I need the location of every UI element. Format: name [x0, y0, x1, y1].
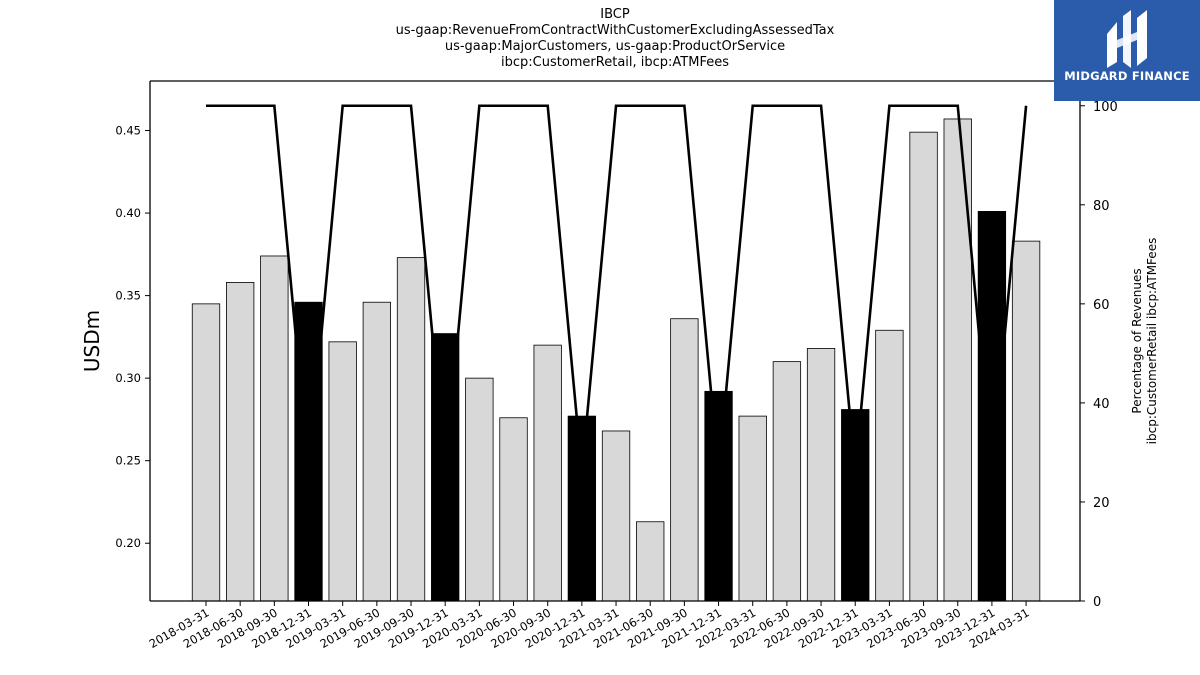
- bar: [567, 415, 597, 602]
- midgard-logo-icon: [1107, 10, 1147, 68]
- chart-title-line-2: us-gaap:RevenueFromContractWithCustomerE…: [395, 23, 835, 38]
- bar: [191, 303, 221, 602]
- y-tick-label: 0.25: [115, 454, 141, 468]
- y2-axis-label-line-1: Percentage of Revenues: [1130, 268, 1144, 413]
- y2-tick-label: 40: [1093, 397, 1110, 412]
- bar: [806, 348, 836, 602]
- bar: [1011, 240, 1041, 602]
- y2-tick-label: 0: [1093, 595, 1101, 610]
- y-tick-label: 0.30: [115, 371, 141, 385]
- bar: [875, 329, 904, 602]
- chart-title-line-3: us-gaap:MajorCustomers, us-gaap:ProductO…: [444, 39, 786, 54]
- bar: [977, 211, 1007, 602]
- bar: [362, 301, 392, 602]
- y-tick-label: 0.20: [115, 536, 141, 550]
- chart-title-line-1: IBCP: [600, 7, 630, 22]
- bar: [670, 318, 699, 602]
- bar: [943, 118, 972, 602]
- y2-axis-label-line-2: ibcp:CustomerRetail ibcp:ATMFees: [1145, 238, 1159, 445]
- bar: [772, 361, 802, 602]
- percentage-line: [206, 104, 1028, 473]
- y-axis-label: USDm: [80, 310, 104, 372]
- bar: [465, 377, 494, 602]
- y2-tick-label: 20: [1093, 496, 1110, 511]
- bar: [601, 430, 631, 602]
- y-tick-label: 0.35: [115, 289, 141, 303]
- bar: [260, 255, 289, 602]
- bar: [328, 341, 357, 602]
- y-tick-label: 0.40: [115, 206, 141, 220]
- bar: [841, 409, 870, 602]
- bar: [499, 417, 528, 602]
- midgard-finance-logo: MIDGARD FINANCE: [1054, 0, 1200, 101]
- y-tick-label: 0.45: [115, 124, 141, 138]
- bar: [294, 301, 323, 602]
- bar: [396, 257, 426, 602]
- bar: [738, 415, 767, 602]
- bar: [704, 390, 733, 602]
- y2-tick-label: 60: [1093, 298, 1110, 313]
- chart-title-line-4: ibcp:CustomerRetail, ibcp:ATMFees: [500, 55, 729, 70]
- bar: [636, 521, 665, 602]
- logo-text: MIDGARD FINANCE: [1064, 69, 1190, 83]
- y2-tick-label: 100: [1093, 100, 1118, 115]
- bar: [909, 131, 938, 602]
- bar: [533, 344, 562, 602]
- bar: [226, 281, 255, 602]
- y2-tick-label: 80: [1093, 199, 1110, 214]
